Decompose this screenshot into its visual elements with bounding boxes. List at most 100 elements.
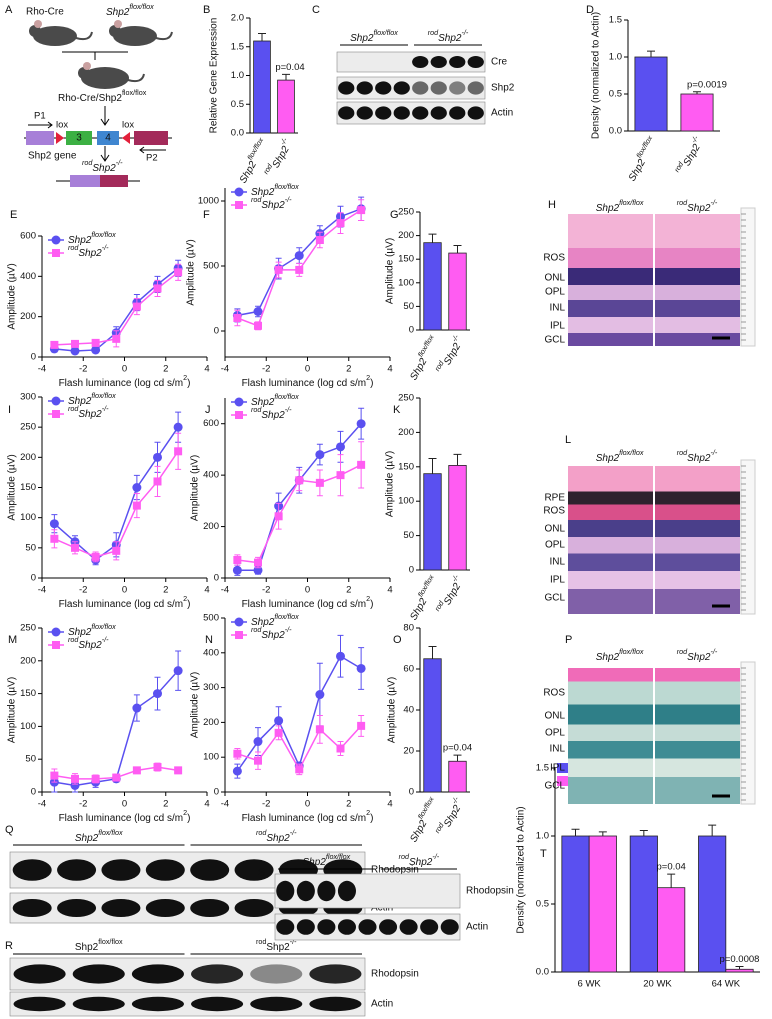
legend-label: Shp2flox/flox (251, 182, 299, 197)
data-point (51, 235, 61, 245)
text-part: -/- (285, 405, 292, 414)
blot-strip (336, 101, 486, 125)
error-bar (453, 245, 462, 254)
x-tick-label: -4 (38, 585, 46, 596)
text-part: rod (82, 158, 93, 167)
layer-label: ONL (544, 273, 565, 284)
y-axis-label: Relative Gene Expression (209, 18, 220, 134)
lox-label: lox (122, 120, 134, 131)
y-tick-label: 100 (20, 512, 36, 523)
data-point (274, 716, 284, 726)
text-part: Shp2 (75, 942, 99, 953)
x-tick-label: 6 WK (578, 979, 602, 990)
data-point (132, 302, 141, 311)
bar (277, 79, 295, 134)
error-bar (428, 645, 437, 659)
blot-band (57, 859, 97, 881)
y-tick-label: 300 (20, 392, 36, 403)
layer-label: IPL (550, 575, 565, 586)
data-point (49, 519, 59, 529)
data-point (315, 450, 325, 460)
annotation: p=0.0019 (687, 79, 727, 90)
text-part: Shp2 (92, 163, 116, 174)
text-part: -/- (102, 404, 109, 413)
text-part: flox/flox (619, 647, 644, 656)
gene-block (134, 131, 168, 145)
data-point (71, 774, 79, 783)
blot-band (356, 81, 373, 95)
text-part: flox/flox (129, 2, 154, 11)
bar (423, 242, 442, 331)
layer-label: ONL (544, 711, 565, 722)
data-point (173, 666, 183, 676)
x-axis-label: Flash luminance (log cd s/m2) (59, 594, 191, 609)
y-tick-label: 1.0 (536, 831, 549, 842)
bar (423, 473, 442, 571)
data-point (132, 483, 142, 492)
data-point (112, 773, 121, 782)
data-point (51, 627, 61, 637)
ruler (740, 459, 756, 615)
blot-strip (336, 76, 486, 100)
y-tick-label: 200 (20, 452, 36, 463)
data-point (357, 460, 366, 469)
data-point (91, 338, 100, 347)
text-part: rod (68, 243, 79, 252)
text-part: 2 (183, 373, 187, 382)
text-part: -/- (432, 852, 439, 861)
blot-band (12, 899, 52, 917)
error-bar (735, 966, 744, 970)
text-part: flox/flox (274, 182, 299, 191)
data-point (315, 236, 324, 244)
error-bar (258, 33, 266, 41)
text-part: -/- (710, 198, 717, 207)
legend-label: Shp2flox/flox (68, 230, 116, 245)
group-header: Shp2flox/flox (596, 647, 644, 662)
x-tick-label: 2 (163, 585, 168, 596)
y-tick-label: 0 (31, 787, 36, 798)
blot-band (190, 859, 230, 881)
x-tick-label: -2 (79, 364, 87, 375)
panel-label: S (258, 867, 265, 879)
data-point (234, 617, 244, 627)
y-axis-label: Amplitude (µV) (190, 455, 201, 521)
primer-arrow (28, 121, 53, 129)
y-tick-label: 500 (203, 613, 219, 624)
data-point (235, 411, 243, 419)
x-tick-label: 4 (387, 364, 392, 375)
blot-band (317, 880, 336, 902)
y-tick-label: 100 (20, 721, 36, 732)
text-part: ) (370, 599, 373, 610)
data-point (253, 737, 263, 747)
text-part: flox/flox (373, 28, 398, 37)
text-part: flox/flox (91, 230, 116, 239)
text-part: -/- (450, 333, 461, 344)
blot-band (145, 859, 185, 881)
legend-label: Shp2flox/flox (68, 622, 116, 637)
text-part: Shp2 (438, 33, 462, 44)
blot-band (393, 81, 410, 95)
blot-band (399, 919, 418, 935)
y-tick-label: 1000 (198, 196, 219, 207)
y-axis-label: Amplitude (µV) (387, 677, 398, 743)
data-point (153, 689, 162, 699)
error-bar (453, 754, 462, 762)
data-point (132, 766, 141, 775)
y-tick-label: 400 (203, 647, 219, 658)
error-bar (428, 233, 437, 243)
error-bar (708, 824, 717, 836)
x-tick-label: -2 (262, 585, 270, 596)
y-tick-label: 150 (398, 254, 414, 265)
panel-label: M (8, 634, 17, 646)
data-point (233, 556, 242, 564)
data-point (52, 249, 60, 257)
text-part: flox/flox (98, 937, 123, 946)
blot-band (379, 919, 398, 935)
y-tick-label: 150 (398, 461, 414, 472)
group-header: rodShp2-/- (256, 937, 297, 952)
panel-label: K (393, 404, 401, 416)
bar (657, 887, 686, 973)
data-point (50, 771, 59, 780)
y-tick-label: 0.0 (609, 126, 622, 137)
data-point (336, 442, 345, 452)
